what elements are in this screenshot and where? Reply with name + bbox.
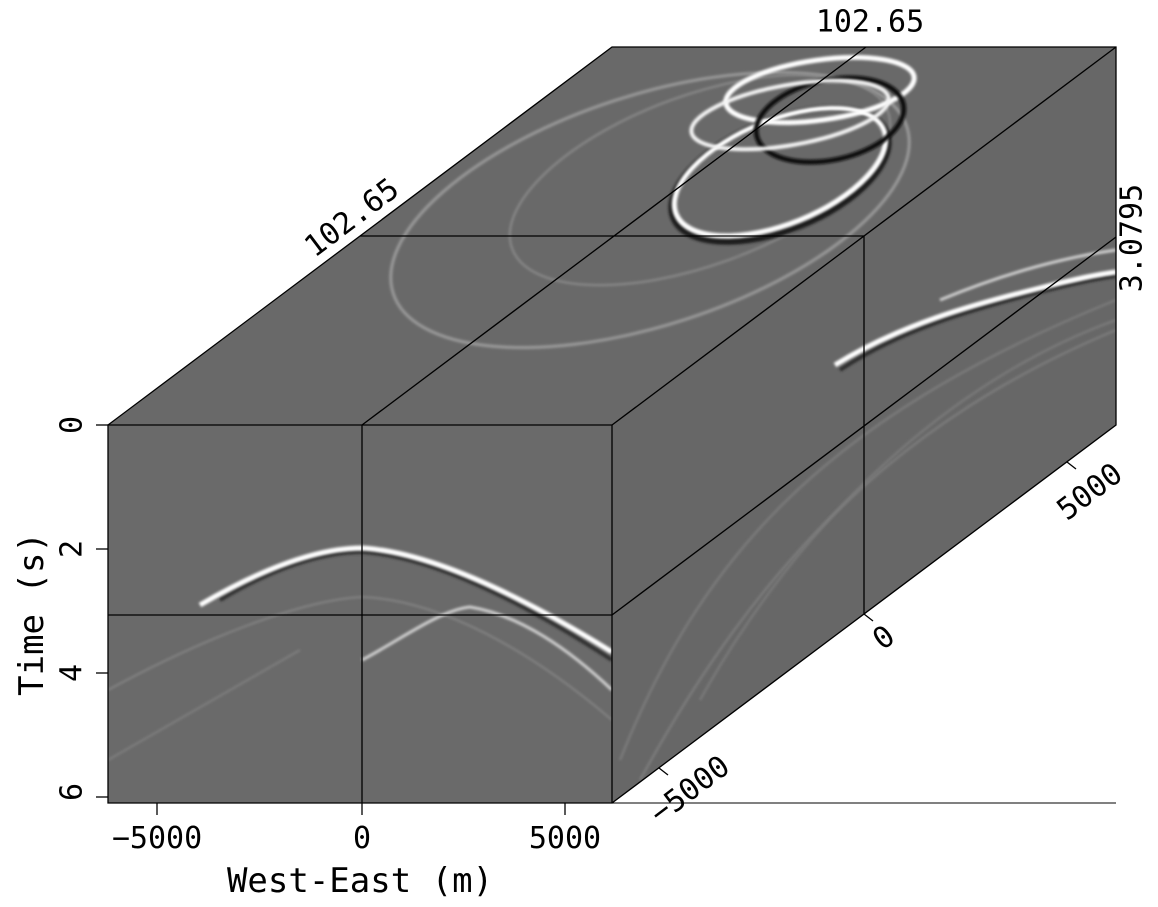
side-primary-reflection bbox=[833, 269, 1116, 368]
depth-tick bbox=[1066, 461, 1077, 470]
top-face-events bbox=[389, 54, 917, 350]
west-east-axis: −5000 0 5000 West-East (m) bbox=[112, 803, 601, 901]
depth-tick-label: 0 bbox=[866, 619, 901, 658]
side-weak-arrival-3 bbox=[699, 319, 1116, 701]
top-ring-mid bbox=[508, 73, 892, 287]
front-primary-reflection bbox=[198, 545, 612, 655]
slice-label-top-right: 102.65 bbox=[816, 5, 924, 40]
top-ring-core bbox=[689, 78, 891, 152]
front-secondary-reflection bbox=[361, 605, 612, 692]
depth-tick-label: 5000 bbox=[1051, 456, 1130, 527]
top-ring-inner bbox=[671, 105, 889, 239]
depth-tick bbox=[658, 767, 669, 776]
time-tick-label: 6 bbox=[55, 783, 90, 801]
top-ring-outer bbox=[389, 70, 911, 350]
we-tick-label: 5000 bbox=[529, 821, 601, 856]
front-face bbox=[108, 425, 612, 803]
side-face-events bbox=[619, 248, 1116, 781]
time-tick-label: 0 bbox=[55, 416, 90, 434]
side-upper-reflection bbox=[939, 248, 1116, 302]
time-tick-label: 2 bbox=[55, 540, 90, 558]
time-axis: 0 2 4 6 Time (s) bbox=[12, 416, 108, 801]
depth-tick bbox=[863, 613, 874, 622]
side-primary-reflection-dark bbox=[838, 274, 1116, 372]
front-linear-event bbox=[108, 649, 301, 761]
slice-label-right-side: 3.0795 bbox=[1115, 184, 1150, 292]
time-tick-label: 4 bbox=[55, 664, 90, 682]
we-axis-label: West-East (m) bbox=[227, 861, 493, 901]
slice-line-side-diagonal bbox=[611, 236, 1117, 616]
we-tick-label: −5000 bbox=[112, 821, 202, 856]
time-axis-label: Time (s) bbox=[12, 532, 52, 696]
side-weak-arrival-1 bbox=[619, 299, 1116, 761]
we-tick-label: 0 bbox=[353, 821, 371, 856]
